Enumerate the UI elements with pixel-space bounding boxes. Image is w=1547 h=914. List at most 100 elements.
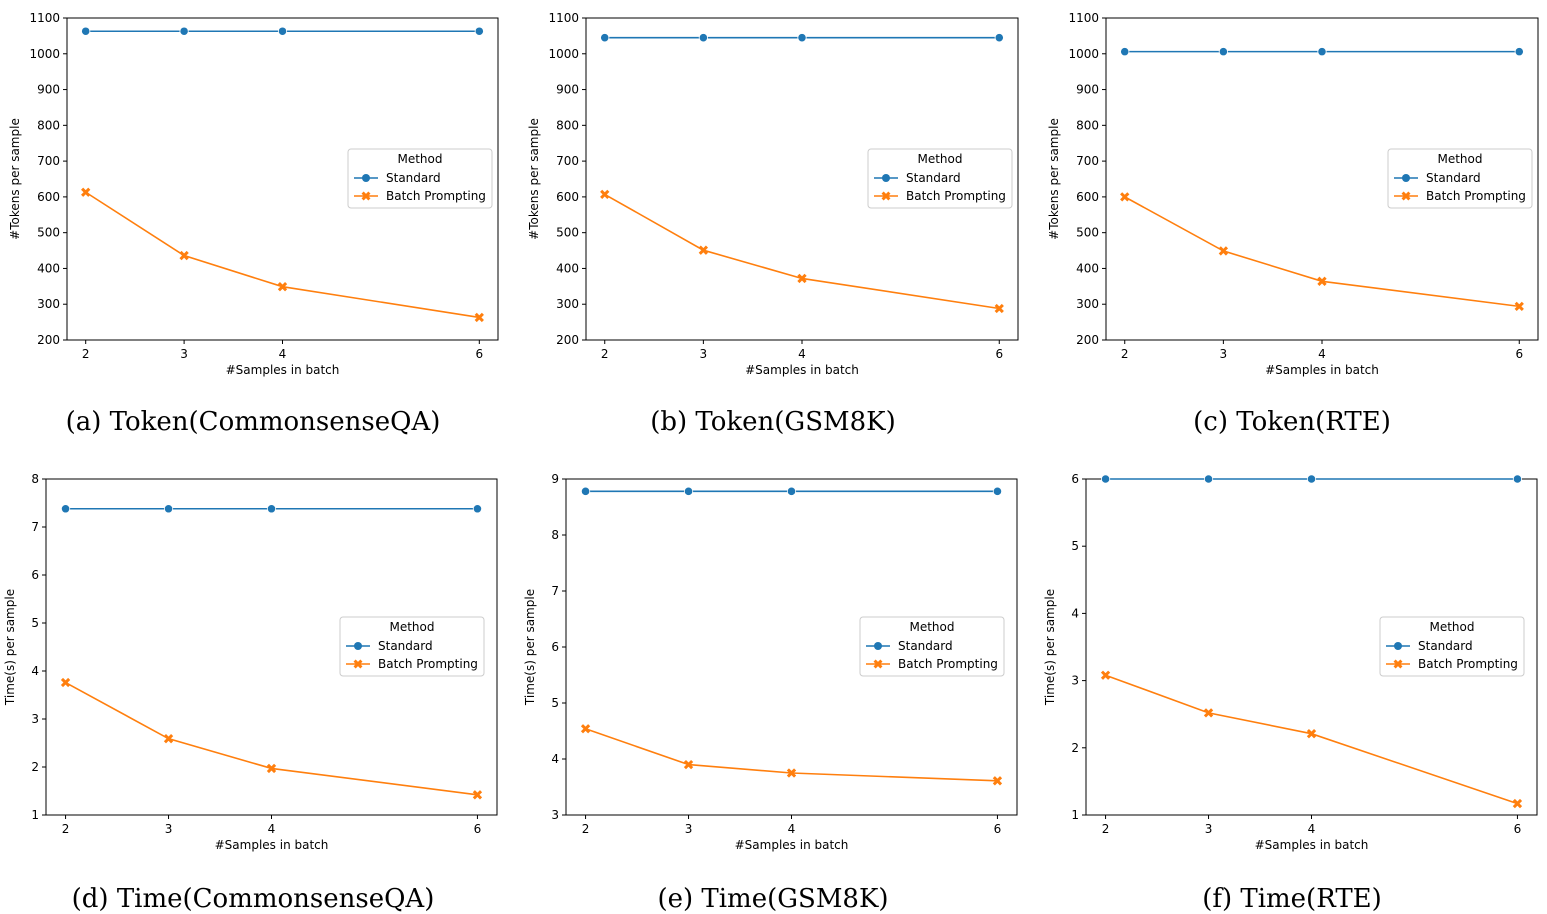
y-tick-label: 5 — [1071, 539, 1079, 553]
point-batch-prompting — [994, 303, 1004, 314]
point-standard — [1512, 474, 1523, 484]
y-tick-label: 200 — [1076, 333, 1099, 347]
legend-marker-standard — [1402, 174, 1410, 182]
x-tick-label: 2 — [1121, 347, 1129, 361]
y-tick-label: 700 — [37, 154, 60, 168]
y-tick-label: 200 — [37, 333, 60, 347]
point-standard — [1306, 474, 1317, 484]
y-tick-label: 800 — [556, 118, 579, 132]
point-standard — [683, 486, 694, 496]
point-standard — [1203, 474, 1214, 484]
x-tick-label: 4 — [788, 822, 796, 836]
point-batch-prompting — [600, 189, 610, 200]
point-standard — [1120, 47, 1130, 57]
point-standard — [797, 33, 807, 43]
x-tick-label: 6 — [1514, 822, 1522, 836]
x-tick-label: 6 — [994, 822, 1002, 836]
legend-label: Batch Prompting — [1426, 189, 1526, 203]
legend: Method Standard Batch Prompting — [1379, 616, 1525, 677]
point-batch-prompting — [60, 677, 71, 688]
point-batch-prompting — [1306, 729, 1317, 739]
x-tick-label: 3 — [180, 347, 188, 361]
x-axis-label: #Samples in batch — [1255, 838, 1369, 852]
x-tick-label: 6 — [1515, 347, 1523, 361]
point-batch-prompting — [698, 245, 709, 255]
point-standard — [786, 486, 797, 496]
y-tick-label: 700 — [1076, 154, 1099, 168]
point-standard — [163, 504, 174, 514]
panel-time-gsm8k: 3 4 5 6 7 8 9 2 3 4 6 #Samples in batch Time(s) per … — [523, 472, 1018, 852]
y-tick-label: 4 — [31, 664, 39, 678]
point-standard — [266, 504, 277, 514]
point-standard — [698, 33, 708, 43]
x-axis-label: #Samples in batch — [745, 363, 859, 377]
legend: Method Standard Batch Prompting — [1387, 148, 1533, 209]
series-line-batch-prompting — [1105, 674, 1518, 805]
panel-time-commonsenseqa: 1 2 3 4 5 6 7 8 2 3 4 6 #Samples in batch Time(s) per… — [3, 472, 498, 852]
point-standard — [580, 486, 591, 496]
legend-box — [859, 616, 1005, 677]
x-tick-label: 3 — [1205, 822, 1213, 836]
series-line-batch-prompting — [585, 728, 998, 782]
y-tick-label: 900 — [556, 83, 579, 97]
legend-title: Method — [397, 152, 442, 166]
y-tick-label: 2 — [1071, 741, 1079, 755]
y-tick-label: 1000 — [29, 47, 60, 61]
y-tick-label: 200 — [556, 333, 579, 347]
y-tick-label: 300 — [37, 297, 60, 311]
series-line-batch-prompting — [604, 193, 1000, 310]
point-standard — [994, 33, 1004, 43]
point-batch-prompting — [474, 312, 484, 323]
legend-title: Method — [909, 620, 954, 634]
y-tick-label: 2 — [31, 760, 39, 774]
y-axis-label: Time(s) per sample — [1043, 589, 1057, 706]
x-tick-label: 3 — [685, 822, 693, 836]
y-tick-label: 1000 — [1068, 47, 1099, 61]
legend-marker-batch-prompting — [361, 191, 371, 201]
legend-marker-standard — [1394, 642, 1402, 650]
point-batch-prompting — [797, 273, 807, 284]
y-tick-label: 4 — [551, 752, 559, 766]
y-tick-label: 1000 — [548, 47, 579, 61]
y-tick-label: 5 — [31, 616, 39, 630]
legend-title: Method — [389, 620, 434, 634]
legend: Method Standard Batch Prompting — [339, 616, 485, 677]
legend-box — [1387, 148, 1533, 209]
legend: Method Standard Batch Prompting — [867, 148, 1013, 209]
y-tick-label: 600 — [37, 190, 60, 204]
point-batch-prompting — [163, 734, 174, 744]
caption-e: (e) Time(GSM8K) — [657, 884, 888, 914]
x-axis-label: #Samples in batch — [1265, 363, 1379, 377]
x-axis-label: #Samples in batch — [226, 363, 340, 377]
y-tick-label: 7 — [551, 584, 559, 598]
series-line-batch-prompting — [1124, 196, 1520, 308]
point-standard — [60, 504, 71, 514]
legend-label: Standard — [898, 639, 953, 653]
point-batch-prompting — [1120, 192, 1130, 202]
legend-box — [339, 616, 485, 677]
x-tick-label: 2 — [82, 347, 90, 361]
legend: Method Standard Batch Prompting — [347, 148, 493, 209]
point-standard — [992, 486, 1003, 496]
y-axis-label: #Tokens per sample — [1047, 118, 1061, 240]
x-tick-label: 4 — [268, 822, 276, 836]
series-line-batch-prompting — [65, 681, 478, 796]
legend-marker-batch-prompting — [873, 659, 883, 669]
x-tick-label: 2 — [1102, 822, 1110, 836]
y-tick-label: 700 — [556, 154, 579, 168]
point-standard — [81, 26, 91, 36]
y-tick-label: 3 — [1071, 674, 1079, 688]
point-standard — [179, 26, 189, 36]
legend-label: Batch Prompting — [906, 189, 1006, 203]
point-batch-prompting — [277, 282, 288, 292]
point-batch-prompting — [1203, 708, 1214, 718]
point-batch-prompting — [1317, 276, 1327, 286]
x-axis-label: #Samples in batch — [215, 838, 329, 852]
y-axis-label: Time(s) per sample — [3, 589, 17, 706]
legend-box — [347, 148, 493, 209]
x-tick-label: 4 — [1308, 822, 1316, 836]
point-batch-prompting — [683, 759, 694, 770]
y-tick-label: 300 — [1076, 297, 1099, 311]
x-tick-label: 3 — [700, 347, 708, 361]
